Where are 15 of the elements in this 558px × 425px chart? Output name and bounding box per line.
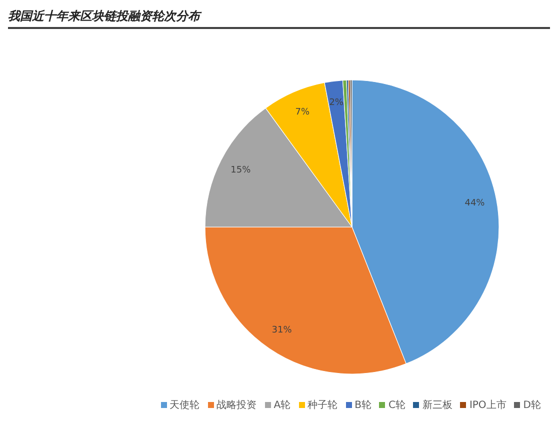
legend-label: 新三板 [422, 398, 452, 412]
data-label: 15% [230, 165, 252, 176]
data-label: 7% [295, 107, 310, 118]
legend-label: C轮 [388, 399, 406, 412]
data-label: 2% [329, 98, 344, 108]
chart-title: 我国近十年来区块链投融资轮次分布 [8, 8, 550, 29]
legend-label: D轮 [523, 399, 541, 412]
legend-label: IPO上市 [469, 398, 506, 412]
legend-label: 战略投资 [216, 398, 257, 412]
legend-label: 天使轮 [170, 399, 200, 412]
data-label: 44% [464, 198, 486, 209]
data-label: 31% [272, 325, 292, 336]
legend-label: A轮 [274, 399, 291, 412]
legend-label: B轮 [354, 399, 372, 412]
legend-label: 种子轮 [308, 398, 338, 412]
